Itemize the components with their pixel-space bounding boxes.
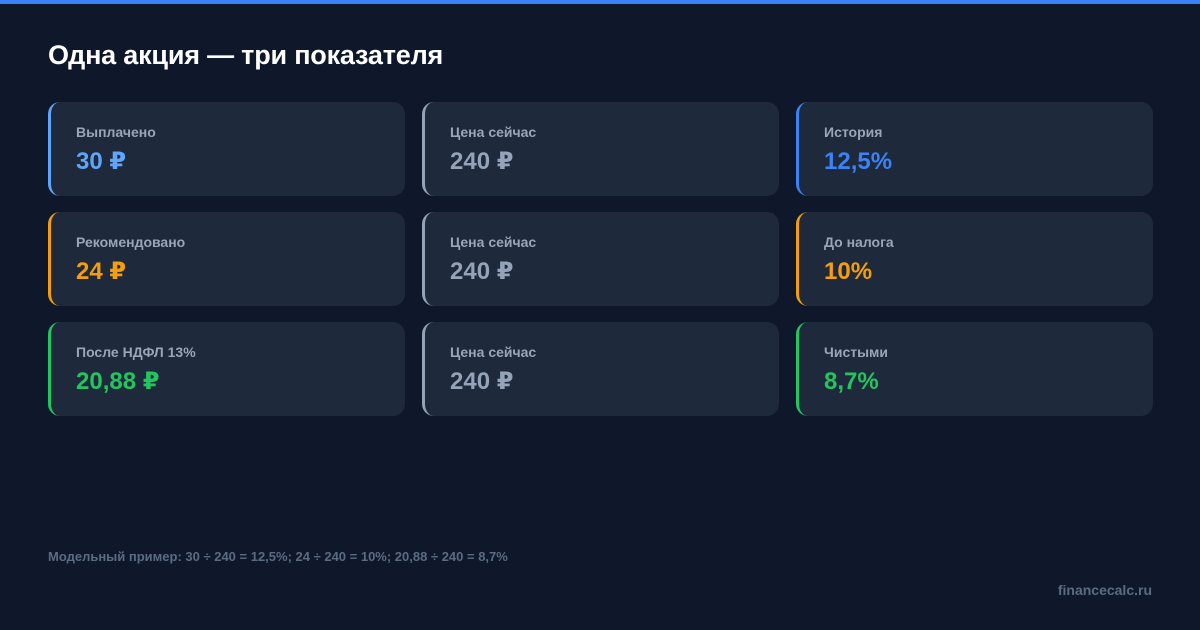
card-net-yield: Чистыми 8,7% <box>796 322 1153 416</box>
card-value: 240 ₽ <box>450 368 514 395</box>
card-label: После НДФЛ 13% <box>76 344 196 360</box>
card-label: Цена сейчас <box>450 344 537 360</box>
card-label: Цена сейчас <box>450 234 537 250</box>
card-label: Цена сейчас <box>450 124 537 140</box>
footnote: Модельный пример: 30 ÷ 240 = 12,5%; 24 ÷… <box>48 549 508 564</box>
card-label: Рекомендовано <box>76 234 186 250</box>
card-pre-tax-yield: До налога 10% <box>796 212 1153 306</box>
brand-link[interactable]: financecalc.ru <box>1057 582 1152 598</box>
card-label: Чистыми <box>824 344 889 360</box>
card-value: 8,7% <box>824 368 879 395</box>
card-paid: Выплачено 30 ₽ <box>48 102 405 196</box>
card-value: 12,5% <box>824 148 893 175</box>
card-label: Выплачено <box>76 124 156 140</box>
card-value: 24 ₽ <box>76 258 127 285</box>
card-value: 240 ₽ <box>450 148 514 175</box>
card-value: 10% <box>824 258 873 285</box>
page-title: Одна акция — три показателя <box>48 40 444 70</box>
metrics-grid: Выплачено 30 ₽ Цена сейчас 240 ₽ История… <box>48 102 1153 416</box>
card-label: История <box>824 124 883 140</box>
card-label: До налога <box>824 234 894 250</box>
card-price-now: Цена сейчас 240 ₽ <box>422 322 779 416</box>
top-accent-bar <box>0 0 1200 4</box>
card-value: 240 ₽ <box>450 258 514 285</box>
card-value: 30 ₽ <box>76 148 127 175</box>
card-recommended: Рекомендовано 24 ₽ <box>48 212 405 306</box>
card-value: 20,88 ₽ <box>76 368 160 395</box>
card-after-tax: После НДФЛ 13% 20,88 ₽ <box>48 322 405 416</box>
card-price-now: Цена сейчас 240 ₽ <box>422 102 779 196</box>
card-history-yield: История 12,5% <box>796 102 1153 196</box>
card-price-now: Цена сейчас 240 ₽ <box>422 212 779 306</box>
